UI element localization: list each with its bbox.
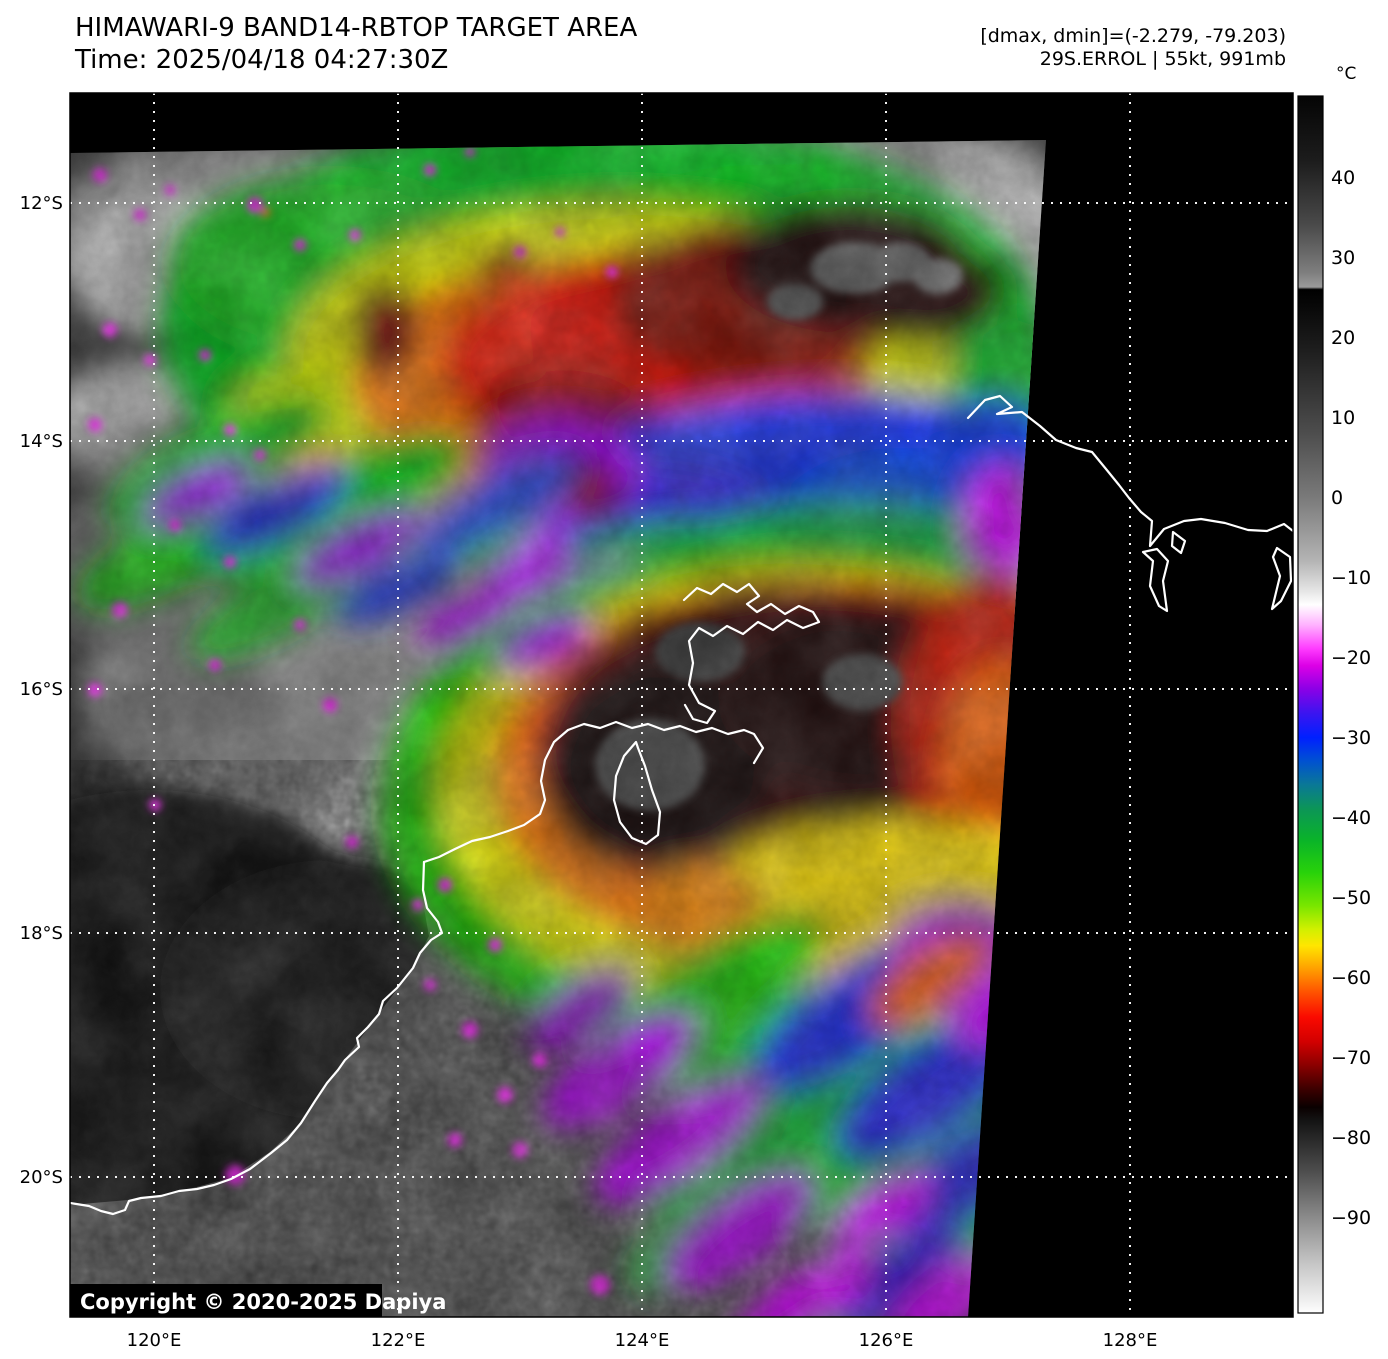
- island: [1270, 546, 1293, 611]
- colorbar-gradient: [1297, 95, 1324, 1314]
- colorbar-tick: 20: [1331, 327, 1355, 349]
- storm-annotation: 29S.ERROL | 55kt, 991mb: [1040, 48, 1286, 70]
- graticule: [70, 93, 1293, 1317]
- colorbar: 40 30 20 10 0 −10 −20 −30 −40 −50 −60 −7…: [1297, 95, 1371, 1314]
- archipelago-coast: [682, 582, 821, 725]
- lon-label: 122°E: [371, 1330, 426, 1351]
- kimberley-coast: [966, 394, 1293, 548]
- colorbar-tick: −40: [1331, 807, 1371, 829]
- colorbar-tick: −50: [1331, 887, 1371, 909]
- lat-axis: 12°S 14°S 16°S 18°S 20°S: [20, 193, 63, 1188]
- coastlines: [70, 394, 1293, 1216]
- timestamp: Time: 2025/04/18 04:27:30Z: [74, 45, 448, 75]
- lat-label: 18°S: [20, 923, 63, 944]
- colorbar-tick: 40: [1331, 167, 1355, 189]
- colorbar-tick: 10: [1331, 407, 1355, 429]
- dmax-dmin-annotation: [dmax, dmin]=(-2.279, -79.203): [980, 25, 1286, 47]
- colorbar-tick: −60: [1331, 967, 1371, 989]
- lon-axis: 120°E 122°E 124°E 126°E 128°E: [127, 1330, 1158, 1351]
- colorbar-tick: −30: [1331, 727, 1371, 749]
- colorbar-tick: 0: [1331, 487, 1343, 509]
- island: [1141, 547, 1170, 613]
- colorbar-tick: −70: [1331, 1047, 1371, 1069]
- satellite-swath: [70, 140, 1046, 1317]
- lon-label: 128°E: [1103, 1330, 1158, 1351]
- coast-link: [422, 728, 570, 864]
- page-title: HIMAWARI-9 BAND14-RBTOP TARGET AREA: [75, 13, 637, 43]
- lon-label: 124°E: [615, 1330, 670, 1351]
- colorbar-tick: −20: [1331, 647, 1371, 669]
- island: [1170, 530, 1187, 555]
- colorbar-tick: −80: [1331, 1127, 1371, 1149]
- peninsula-coast: [566, 720, 765, 765]
- colorbar-unit: °C: [1336, 64, 1356, 84]
- king-sound: [612, 740, 662, 846]
- lon-label: 126°E: [859, 1330, 914, 1351]
- colorbar-tick: −90: [1331, 1207, 1371, 1229]
- colorbar-ticks: 40 30 20 10 0 −10 −20 −30 −40 −50 −60 −7…: [1331, 167, 1371, 1229]
- lat-label: 14°S: [20, 431, 63, 452]
- map-canvas: Copyright © 2020-2025 Dapiya: [70, 93, 1293, 1317]
- lat-label: 12°S: [20, 193, 63, 214]
- map-frame: [69, 92, 1294, 1318]
- lat-label: 16°S: [20, 679, 63, 700]
- copyright-text: Copyright © 2020-2025 Dapiya: [80, 1290, 446, 1314]
- nw-australia-coast: [70, 860, 444, 1216]
- cloud-texture-fine: [70, 140, 1046, 1317]
- copyright-box: Copyright © 2020-2025 Dapiya: [70, 1284, 446, 1317]
- lat-label: 20°S: [20, 1167, 63, 1188]
- lon-label: 120°E: [127, 1330, 182, 1351]
- colorbar-tick: 30: [1331, 247, 1355, 269]
- colorbar-tick: −10: [1331, 567, 1371, 589]
